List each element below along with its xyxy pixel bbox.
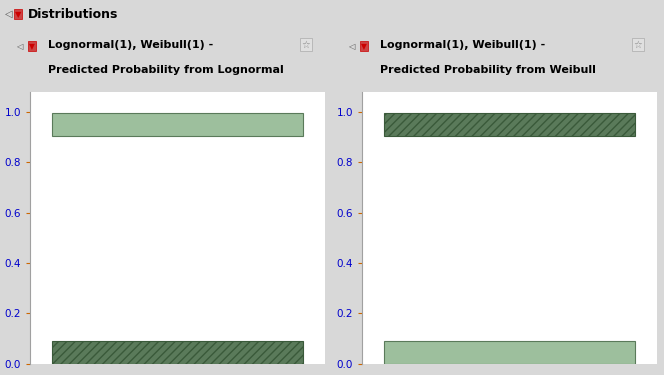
Text: ☆: ☆ — [301, 40, 310, 50]
Bar — [52, 113, 303, 136]
Text: ▼: ▼ — [15, 10, 21, 18]
Text: ☆: ☆ — [633, 40, 642, 50]
Text: Predicted Probability from Lognormal: Predicted Probability from Lognormal — [48, 65, 284, 75]
Text: ◁: ◁ — [16, 42, 23, 51]
Text: ◁: ◁ — [5, 9, 13, 19]
Text: ▼: ▼ — [361, 42, 367, 51]
Bar — [52, 341, 303, 364]
Text: Lognormal(1), Weibull(1) -: Lognormal(1), Weibull(1) - — [48, 40, 214, 50]
Text: ▼: ▼ — [29, 42, 35, 51]
Bar — [384, 113, 635, 136]
Text: Predicted Probability from Weibull: Predicted Probability from Weibull — [380, 65, 596, 75]
Text: Lognormal(1), Weibull(1) -: Lognormal(1), Weibull(1) - — [380, 40, 546, 50]
Text: ◁: ◁ — [348, 42, 355, 51]
Bar — [384, 341, 635, 364]
Text: Distributions: Distributions — [28, 8, 118, 21]
